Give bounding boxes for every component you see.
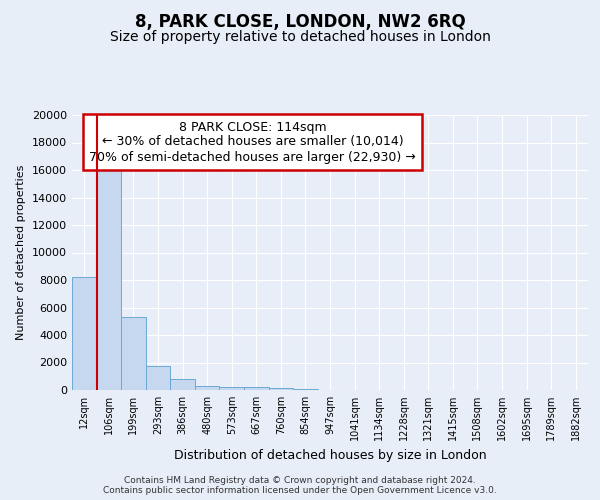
Bar xyxy=(269,388,293,390)
Bar xyxy=(195,386,220,390)
Y-axis label: Number of detached properties: Number of detached properties xyxy=(16,165,26,340)
Bar xyxy=(121,317,146,390)
Bar xyxy=(97,160,121,390)
Text: 8 PARK CLOSE: 114sqm
← 30% of detached houses are smaller (10,014)
70% of semi-d: 8 PARK CLOSE: 114sqm ← 30% of detached h… xyxy=(89,120,416,164)
X-axis label: Distribution of detached houses by size in London: Distribution of detached houses by size … xyxy=(173,448,487,462)
Bar xyxy=(72,277,97,390)
Bar xyxy=(146,366,170,390)
Bar xyxy=(220,387,244,390)
Text: 8, PARK CLOSE, LONDON, NW2 6RQ: 8, PARK CLOSE, LONDON, NW2 6RQ xyxy=(134,12,466,30)
Bar xyxy=(170,379,195,390)
Bar xyxy=(244,387,269,390)
Text: Size of property relative to detached houses in London: Size of property relative to detached ho… xyxy=(110,30,490,44)
Text: Contains HM Land Registry data © Crown copyright and database right 2024.: Contains HM Land Registry data © Crown c… xyxy=(124,476,476,485)
Text: Contains public sector information licensed under the Open Government Licence v3: Contains public sector information licen… xyxy=(103,486,497,495)
